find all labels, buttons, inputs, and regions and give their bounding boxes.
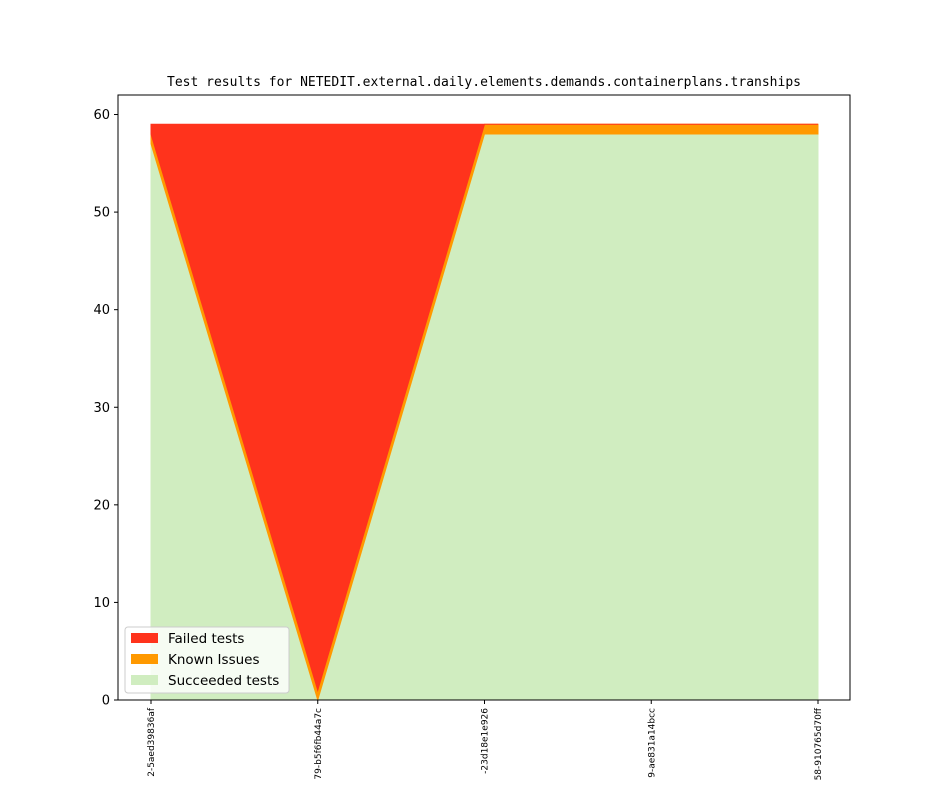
legend-box xyxy=(124,626,290,694)
x-tick-label: -23d18e1e926 xyxy=(481,708,491,774)
x-tick-label: 58-910765d70ff xyxy=(814,707,824,780)
y-tick-label: 20 xyxy=(93,498,110,513)
legend-label-known-issues: Known Issues xyxy=(168,652,260,668)
y-tick-label: 30 xyxy=(93,401,110,416)
y-tick-label: 50 xyxy=(93,206,110,221)
x-tick-label: 2-5aed39836af xyxy=(147,707,157,777)
x-tick-label: 79-b5f6fb44a7c xyxy=(314,708,324,780)
x-tick-label: 9-ae831a14bcc xyxy=(647,708,657,778)
legend-label-succeeded-tests: Succeeded tests xyxy=(168,673,279,689)
legend-label-failed-tests: Failed tests xyxy=(168,631,244,647)
y-axis: 0 10 20 30 40 50 60 xyxy=(93,108,118,709)
legend-swatch-known-issues xyxy=(131,654,158,664)
y-tick-label: 0 xyxy=(102,694,110,709)
y-tick-label: 40 xyxy=(93,303,110,318)
legend-swatch-succeeded-tests xyxy=(131,675,158,685)
legend: Failed tests Known Issues Succeeded tests xyxy=(124,626,290,694)
y-tick-label: 60 xyxy=(93,108,110,123)
y-tick-label: 10 xyxy=(93,596,110,611)
stacked-areas xyxy=(150,123,819,702)
chart-title: Test results for NETEDIT.external.daily.… xyxy=(167,75,801,90)
area-failed-tests xyxy=(150,123,818,692)
legend-swatch-failed-tests xyxy=(131,633,158,643)
plot-frame xyxy=(117,94,851,701)
x-axis: 2-5aed39836af 79-b5f6fb44a7c -23d18e1e926 9… xyxy=(147,700,824,780)
